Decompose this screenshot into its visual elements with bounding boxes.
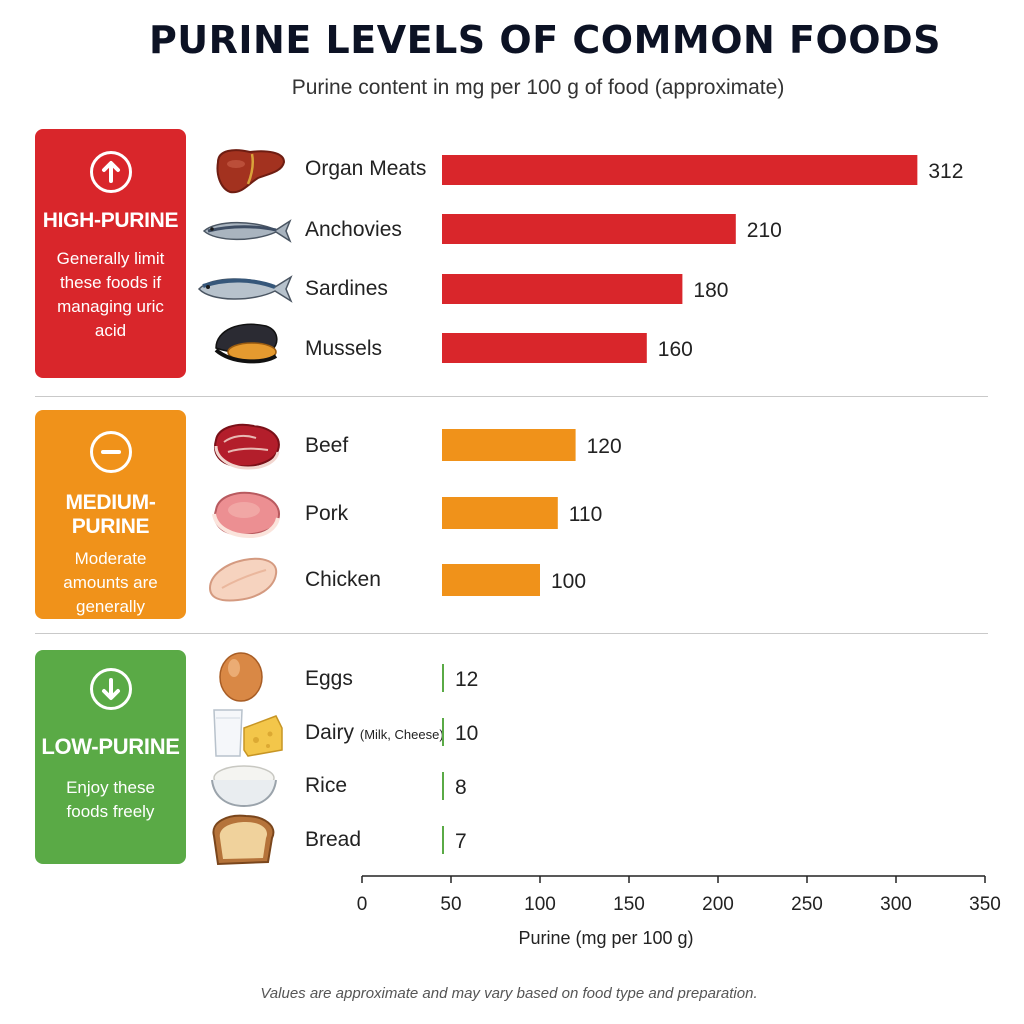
mussel-icon <box>214 323 278 364</box>
bar <box>442 155 918 185</box>
bar <box>442 497 558 529</box>
chart-title: PURINE LEVELS OF COMMON FOODS <box>148 18 942 62</box>
bar-value-label: 100 <box>551 570 586 593</box>
food-label-dairy: Dairy (Milk, Cheese) <box>305 721 444 745</box>
food-label-sardines: Sardines <box>305 277 388 300</box>
bar-value-label: 7 <box>455 830 467 853</box>
category-panel-medium: MEDIUM-PURINE Moderate amounts are gener… <box>35 410 186 640</box>
sardine-icon <box>197 275 293 303</box>
milk-cheese-icon <box>213 709 283 757</box>
category-desc-medium: Moderate amounts are generally acceptabl… <box>63 549 158 640</box>
x-tick-label: 350 <box>969 894 1001 915</box>
pork-icon <box>212 491 280 539</box>
bar-value-label: 110 <box>569 503 602 526</box>
bar-value-label: 120 <box>587 435 622 458</box>
bar <box>442 664 444 692</box>
x-tick-label: 0 <box>357 894 368 915</box>
category-desc-high: Generally limit these foods if managing … <box>56 249 165 340</box>
arrow-down-icon <box>89 668 132 710</box>
food-label-anchovies: Anchovies <box>305 218 402 241</box>
food-label-chicken: Chicken <box>305 568 381 591</box>
chart-subtitle: Purine content in mg per 100 g of food (… <box>291 76 785 99</box>
chicken-icon <box>208 557 278 602</box>
category-name-medium: MEDIUM-PURINE <box>65 491 156 538</box>
bar-value-label: 312 <box>928 160 963 183</box>
bar <box>442 826 444 854</box>
bar <box>442 772 444 800</box>
bar-value-label: 160 <box>658 338 693 361</box>
group-separator <box>35 633 988 634</box>
food-label-mussels: Mussels <box>305 337 383 360</box>
bar <box>442 333 647 363</box>
category-name-low: LOW-PURINE <box>41 734 180 759</box>
beef-icon <box>214 423 280 470</box>
egg-icon <box>219 652 263 702</box>
bar <box>442 274 683 304</box>
minus-icon <box>89 431 132 473</box>
x-tick-label: 50 <box>440 894 461 915</box>
bar-value-label: 10 <box>455 722 478 745</box>
x-tick-label: 100 <box>524 894 556 915</box>
food-label-rice: Rice <box>305 774 348 797</box>
anchovy-icon <box>202 219 292 243</box>
food-label-dairy-main: Dairy <box>305 721 355 744</box>
food-label-dairy-note: (Milk, Cheese) <box>359 727 444 742</box>
bar-value-label: 210 <box>747 219 782 242</box>
category-name-high: HIGH-PURINE <box>42 209 179 232</box>
x-tick-label: 250 <box>791 894 823 915</box>
footnote: Values are approximate and may vary base… <box>260 985 758 1002</box>
x-axis-title: Purine (mg per 100 g) <box>518 928 694 948</box>
category-desc-low: Enjoy these foods freely <box>66 778 155 821</box>
bread-icon <box>212 814 275 866</box>
food-label-organ-meats: Organ Meats <box>305 157 427 180</box>
rice-bowl-icon <box>211 765 277 808</box>
bar <box>442 429 576 461</box>
category-panel-low: LOW-PURINE Enjoy these foods freely <box>35 650 186 864</box>
x-tick-label: 150 <box>613 894 645 915</box>
food-label-pork: Pork <box>305 502 349 525</box>
liver-icon <box>216 149 286 194</box>
arrow-up-icon <box>89 151 132 193</box>
x-tick-label: 300 <box>880 894 912 915</box>
bar-value-label: 8 <box>455 776 467 799</box>
bar <box>442 564 540 596</box>
group-separator <box>35 396 988 397</box>
x-tick-label: 200 <box>702 894 734 915</box>
food-label-eggs: Eggs <box>305 667 353 690</box>
food-label-beef: Beef <box>305 434 349 457</box>
bar-value-label: 180 <box>693 279 728 302</box>
bar-value-label: 12 <box>455 668 478 691</box>
food-label-bread: Bread <box>305 828 362 851</box>
bar <box>442 214 736 244</box>
category-panel-high: HIGH-PURINE Generally limit these foods … <box>35 129 186 378</box>
